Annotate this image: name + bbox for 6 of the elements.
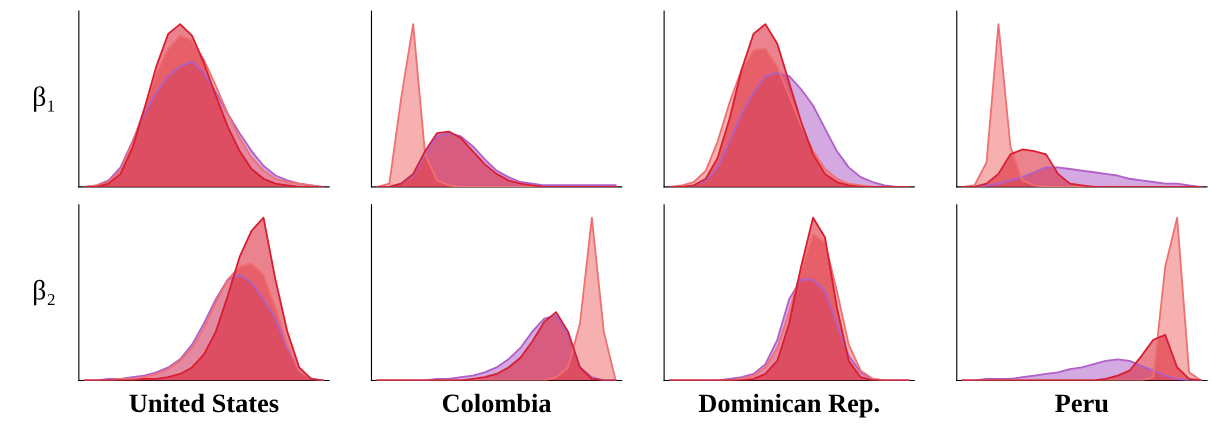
x-axis-title: Dominican Rep. — [698, 393, 879, 418]
x-axis-title: United States — [129, 393, 279, 413]
x-axis-title: Peru — [1055, 394, 1109, 413]
x-axis-title: Colombia — [442, 393, 552, 413]
y-axis-title: β₂ — [34, 279, 55, 306]
y-axis-title: β₁ — [34, 86, 55, 112]
